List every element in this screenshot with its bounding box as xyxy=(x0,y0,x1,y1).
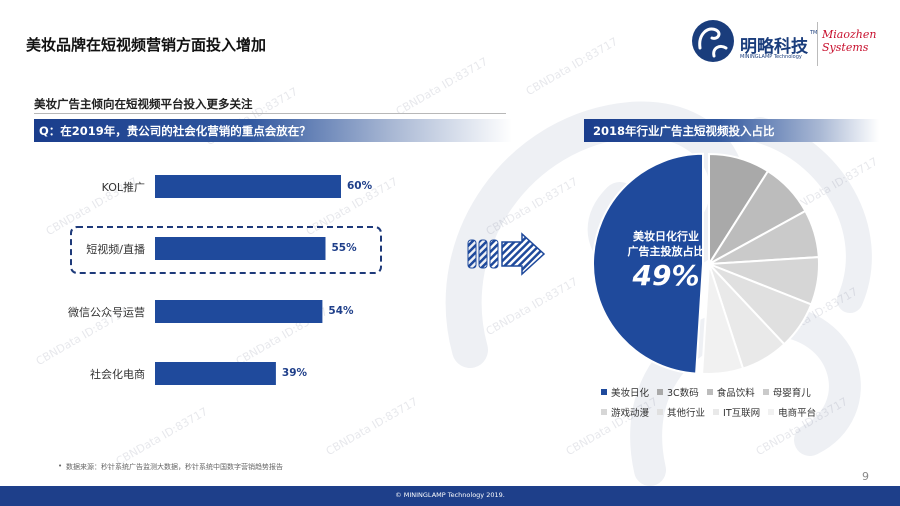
pie-legend: 美妆日化 3C数码 食品饮料 母婴育儿游戏动漫 其他行业 IT互联网 电商平台 xyxy=(601,382,851,422)
legend-item: 游戏动漫 xyxy=(601,405,649,419)
legend-swatch xyxy=(601,409,607,415)
legend-label: 其他行业 xyxy=(667,405,705,419)
bar-value-label: 39% xyxy=(282,367,307,379)
legend-label: 电商平台 xyxy=(778,405,816,419)
legend-swatch xyxy=(768,409,774,415)
legend-swatch xyxy=(601,389,607,395)
bar-0 xyxy=(155,175,341,198)
legend-row: 游戏动漫 其他行业 IT互联网 电商平台 xyxy=(601,402,851,422)
legend-label: IT互联网 xyxy=(723,405,760,419)
footer-bar: © MININGLAMP Technology 2019. xyxy=(0,486,900,506)
copyright-text: © MININGLAMP Technology 2019. xyxy=(0,491,900,499)
bar-category-label: KOL推广 xyxy=(25,179,145,195)
legend-item: 食品饮料 xyxy=(707,385,755,399)
pie-title-banner: 2018年行业广告主短视频投入占比 xyxy=(584,119,879,142)
legend-swatch xyxy=(657,409,663,415)
legend-swatch xyxy=(713,409,719,415)
data-source: 数据来源：秒针系统广告监测大数据，秒针系统中国数字营销趋势报告 xyxy=(66,462,283,472)
bar-3 xyxy=(155,362,276,385)
legend-label: 游戏动漫 xyxy=(611,405,649,419)
legend-swatch xyxy=(763,389,769,395)
legend-swatch xyxy=(657,389,663,395)
bar-category-label: 社会化电商 xyxy=(25,366,145,382)
pie-label-line2: 广告主投放占比 xyxy=(614,244,718,259)
legend-label: 美妆日化 xyxy=(611,385,649,399)
legend-item: 母婴育儿 xyxy=(763,385,811,399)
pie-chart-title: 2018年行业广告主短视频投入占比 xyxy=(593,123,775,139)
pie-label-line1: 美妆日化行业 xyxy=(614,229,718,244)
source-bullet: • xyxy=(58,462,62,470)
legend-item: 其他行业 xyxy=(657,405,705,419)
legend-item: 电商平台 xyxy=(768,405,816,419)
pie-highlight-label: 美妆日化行业 广告主投放占比 49% xyxy=(614,229,718,293)
bar-value-label: 60% xyxy=(347,180,372,192)
legend-item: IT互联网 xyxy=(713,405,760,419)
pie-label-percent: 49% xyxy=(614,259,718,293)
page-number: 9 xyxy=(862,470,869,483)
legend-item: 3C数码 xyxy=(657,385,699,399)
legend-item: 美妆日化 xyxy=(601,385,649,399)
bar-value-label: 55% xyxy=(332,242,357,254)
legend-row: 美妆日化 3C数码 食品饮料 母婴育儿 xyxy=(601,382,851,402)
legend-label: 食品饮料 xyxy=(717,385,755,399)
arrow-right-icon xyxy=(466,232,546,276)
bar-2 xyxy=(155,300,322,323)
bar-category-label: 短视频/直播 xyxy=(25,241,145,257)
legend-swatch xyxy=(707,389,713,395)
legend-label: 母婴育儿 xyxy=(773,385,811,399)
bar-1 xyxy=(155,237,326,260)
bar-value-label: 54% xyxy=(328,305,353,317)
bar-category-label: 微信公众号运营 xyxy=(25,304,145,320)
legend-label: 3C数码 xyxy=(667,385,699,399)
